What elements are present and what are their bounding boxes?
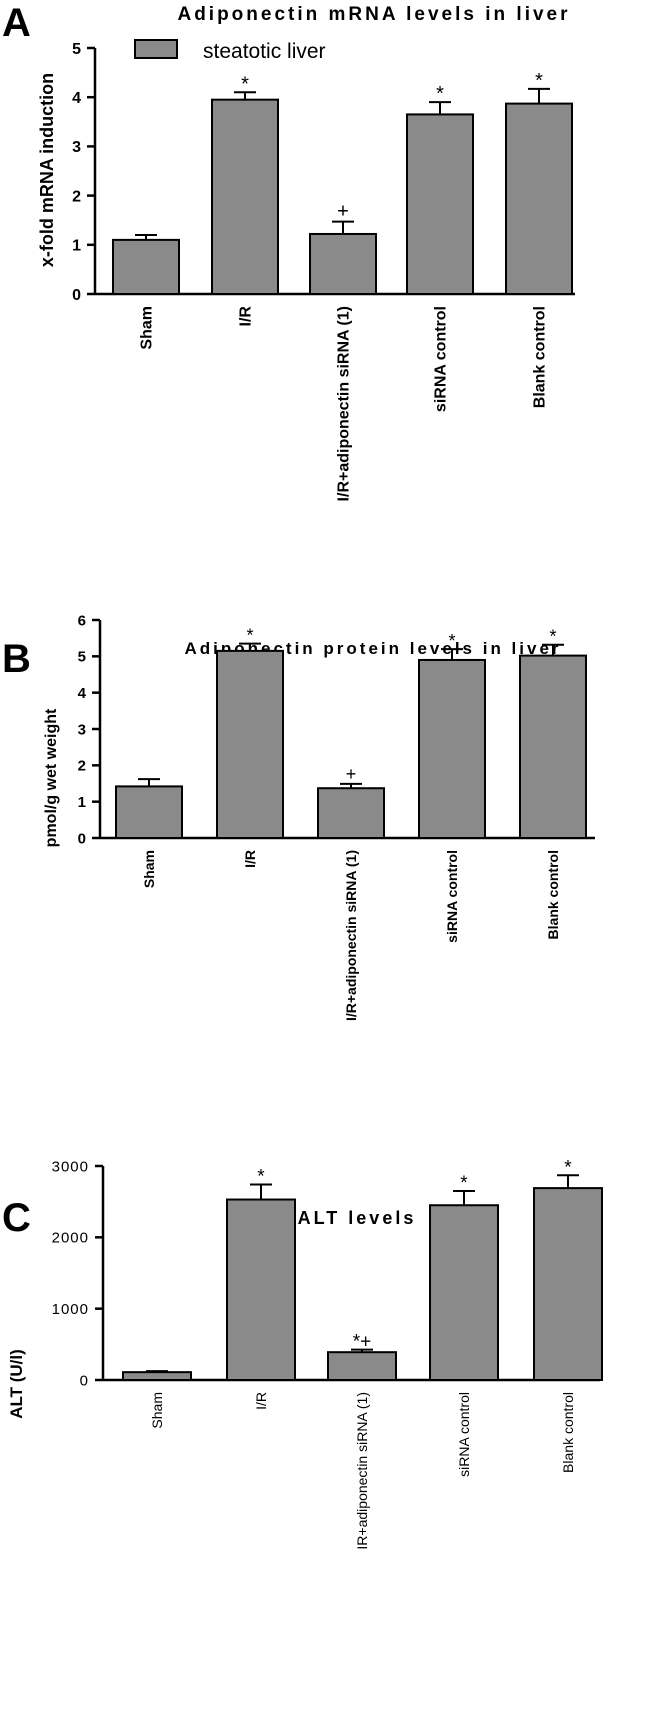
chart-panel-b: 0 1 2 3 4 5 6 Sham * I/R + I/R+adiponectin siRNA (1…	[78, 612, 595, 1021]
category-label: siRNA control	[444, 850, 460, 943]
category-label: I/R	[253, 1392, 269, 1410]
legend-label: steatotic liver	[203, 40, 326, 63]
y-tick-label: 0	[72, 287, 81, 304]
bar	[406, 113, 474, 295]
bar	[533, 1187, 603, 1381]
bar	[519, 654, 587, 840]
bar	[112, 238, 180, 296]
significance-mark: *	[460, 1173, 468, 1194]
bar	[327, 1351, 397, 1382]
significance-mark: *	[448, 631, 455, 651]
category-label: Blank control	[560, 1392, 576, 1473]
significance-mark: *+	[353, 1332, 372, 1353]
category-label: I/R	[242, 850, 258, 868]
bar	[226, 1198, 296, 1381]
category-label: IR+adiponectin siRNA (1)	[354, 1392, 370, 1550]
significance-mark: *	[257, 1167, 265, 1188]
y-tick-label: 0	[80, 1372, 89, 1389]
y-tick-label: 4	[72, 90, 81, 107]
category-label: Sham	[141, 850, 157, 888]
y-tick-label: 4	[78, 685, 87, 702]
y-tick-label: 3000	[52, 1158, 89, 1175]
y-tick-label: 1	[72, 238, 81, 255]
significance-mark: *	[436, 83, 444, 105]
category-label: Sham	[149, 1392, 165, 1429]
category-label: Blank control	[545, 850, 561, 939]
bar	[418, 658, 486, 840]
y-tick-label: 5	[78, 649, 86, 666]
y-tick-label: 6	[78, 612, 86, 629]
y-tick-label: 2000	[52, 1230, 89, 1247]
significance-mark: +	[346, 764, 357, 784]
significance-mark: *	[564, 1157, 572, 1178]
bar	[309, 232, 377, 295]
bar	[429, 1204, 499, 1381]
y-tick-label: 1000	[52, 1301, 89, 1318]
category-label: I/R+adiponectin siRNA (1)	[336, 306, 353, 501]
category-label: siRNA control	[433, 306, 450, 412]
significance-mark: *	[535, 70, 543, 92]
panel-letter-b: B	[2, 637, 31, 681]
chart-panel-c: 0 1000 2000 3000 Sham * I/R *+ IR+adiponectin si…	[52, 1157, 603, 1550]
category-label: Sham	[139, 306, 156, 350]
bar	[505, 102, 573, 296]
significance-mark: *	[549, 627, 556, 647]
y-axis-label: pmol/g wet weight	[43, 708, 60, 847]
bar	[211, 98, 279, 295]
chart-title: ALT levels	[298, 1208, 417, 1228]
panel-letter-a: A	[2, 1, 31, 45]
bar	[115, 785, 183, 840]
legend-swatch	[134, 39, 178, 59]
chart-panel-a: 0 1 2 3 4 5 Sham * I/R + I/R+adiponectin siRNA (1)…	[72, 41, 575, 501]
bar	[216, 649, 284, 840]
category-label: I/R	[238, 306, 255, 327]
bar	[317, 787, 385, 839]
y-axis-label: x-fold mRNA induction	[37, 73, 57, 267]
y-tick-label: 5	[72, 41, 81, 58]
significance-mark: *	[246, 626, 253, 646]
chart-title: Adiponectin mRNA levels in liver	[177, 4, 570, 25]
legend: steatotic liver	[134, 39, 326, 63]
significance-mark: *	[241, 73, 249, 95]
bar	[122, 1371, 192, 1381]
y-tick-label: 1	[78, 794, 86, 811]
panel-letter-c: C	[2, 1196, 31, 1240]
category-label: I/R+adiponectin siRNA (1)	[343, 850, 359, 1021]
y-tick-label: 2	[72, 188, 81, 205]
y-tick-label: 3	[72, 139, 81, 156]
y-tick-label: 2	[78, 758, 86, 775]
y-tick-label: 0	[78, 830, 86, 847]
category-label: siRNA control	[456, 1392, 472, 1477]
y-axis-label: ALT (U/l)	[7, 1349, 26, 1419]
category-label: Blank control	[532, 306, 549, 408]
significance-mark: +	[337, 201, 349, 223]
y-tick-label: 3	[78, 721, 86, 738]
